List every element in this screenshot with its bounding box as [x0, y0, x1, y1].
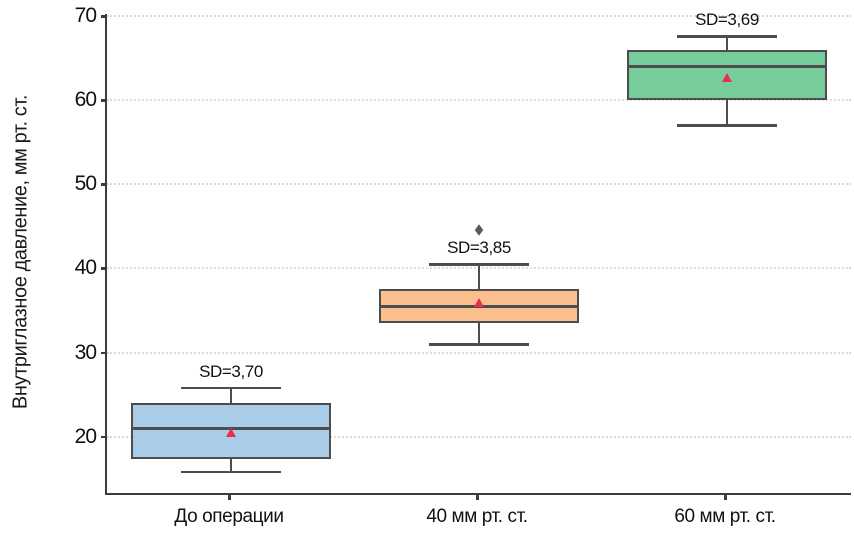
whisker-stem-upper — [725, 36, 729, 50]
whisker-stem-lower — [229, 459, 233, 472]
whisker-cap-upper — [181, 386, 281, 390]
grid-line — [107, 99, 851, 102]
y-tick-label: 20 — [74, 424, 97, 448]
mean-marker — [722, 73, 732, 82]
whisker-cap-upper — [677, 35, 777, 38]
y-tick-mark — [101, 351, 106, 355]
y-tick-label: 60 — [74, 88, 97, 112]
grid-line — [107, 15, 851, 18]
x-tick-mark — [476, 495, 479, 500]
whisker-cap-upper — [429, 263, 529, 266]
whisker-stem-lower — [725, 100, 729, 126]
x-tick-mark — [228, 495, 231, 500]
y-tick-label: 50 — [74, 172, 97, 196]
sd-label: SD=3,70 — [199, 361, 263, 381]
grid-line — [107, 435, 851, 438]
median-line — [627, 65, 827, 69]
plot-area: SD=3,70 SD=3,85 SD=3,69 — [105, 10, 851, 495]
y-tick-label: 30 — [74, 340, 97, 364]
x-axis-category-label: 60 мм рт. ст. — [674, 506, 776, 527]
y-tick-mark — [101, 435, 106, 439]
sd-label: SD=3,69 — [695, 10, 759, 30]
whisker-stem-upper — [229, 387, 233, 403]
whisker-stem-upper — [477, 264, 481, 290]
y-tick-mark — [101, 99, 106, 102]
y-tick-mark — [101, 183, 106, 186]
grid-line — [107, 183, 851, 186]
y-tick-mark — [101, 15, 106, 18]
whisker-cap-lower — [677, 124, 777, 127]
whisker-cap-lower — [181, 470, 281, 474]
y-tick-label: 40 — [74, 256, 97, 280]
outlier-point — [474, 223, 484, 236]
x-tick-mark — [724, 495, 727, 500]
y-tick-label: 70 — [74, 4, 97, 28]
whisker-cap-lower — [429, 343, 529, 346]
x-axis-category-label: 40 мм рт. ст. — [426, 506, 528, 527]
grid-line — [107, 351, 851, 354]
x-axis-category-label: До операции — [174, 506, 284, 527]
mean-marker — [226, 427, 236, 437]
whisker-stem-lower — [477, 323, 481, 345]
mean-marker — [474, 297, 484, 307]
sd-label: SD=3,85 — [447, 238, 511, 258]
y-tick-mark — [101, 267, 106, 270]
